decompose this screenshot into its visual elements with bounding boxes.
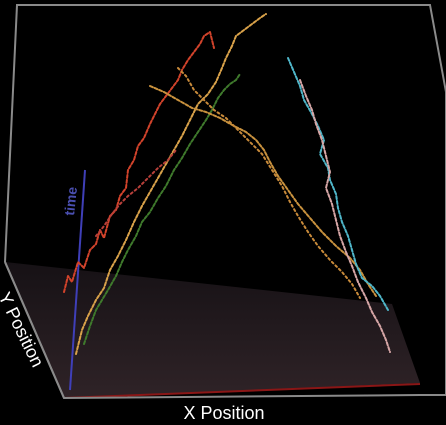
- red-track: [63, 31, 215, 293]
- box-frame-left-depth: [4, 261, 65, 399]
- x-axis-label: X Position: [183, 403, 264, 423]
- red-track-2: [95, 149, 177, 237]
- green-track: [83, 73, 241, 345]
- orange-track-2: [149, 85, 377, 297]
- floor-front-edge: [63, 383, 421, 399]
- time-axis-line: [69, 169, 86, 391]
- trajectories: [63, 13, 391, 355]
- time-axis-label: time: [61, 186, 80, 217]
- orange-track: [75, 13, 267, 355]
- cyan-track: [287, 57, 389, 311]
- pink-track: [299, 79, 391, 353]
- floor-plane: [5, 262, 420, 398]
- orange-track-3: [177, 67, 361, 299]
- box-frame: [4, 4, 446, 400]
